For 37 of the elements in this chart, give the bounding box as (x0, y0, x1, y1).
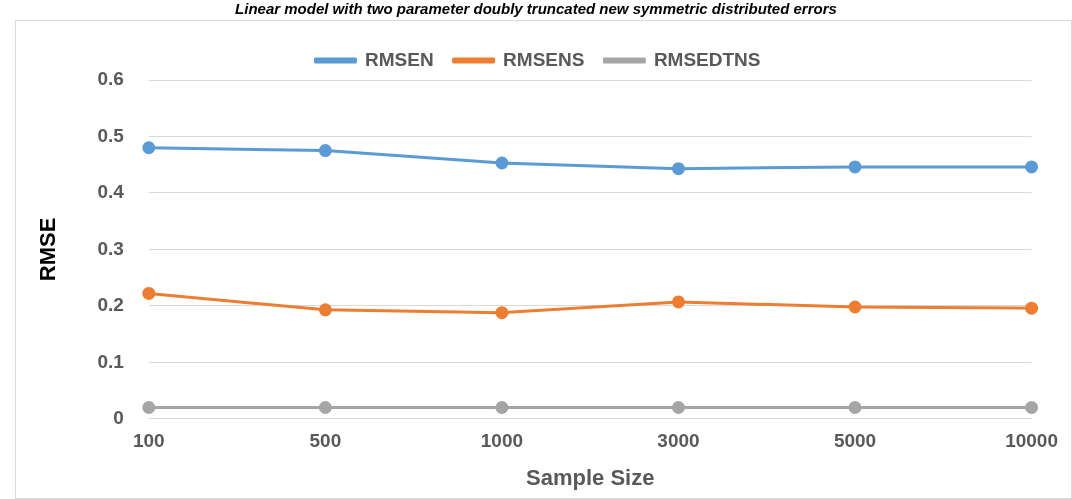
point (671, 162, 685, 176)
x-tick-label: 10000 (1005, 430, 1058, 452)
point (318, 144, 332, 158)
point (1025, 301, 1039, 315)
point (848, 300, 862, 314)
x-axis-title: Sample Size (526, 464, 655, 490)
x-tick-label: 5000 (833, 430, 877, 452)
legend-label: RMSEDTNS (653, 48, 761, 70)
point (142, 286, 156, 300)
point (495, 306, 509, 320)
y-tick-label: 0.6 (97, 68, 124, 90)
point (671, 295, 685, 309)
point (318, 303, 332, 317)
point (1025, 401, 1039, 415)
point (142, 141, 156, 155)
point (848, 160, 862, 174)
y-tick-label: 0.4 (97, 181, 125, 203)
point (318, 401, 332, 415)
y-tick-label: 0.3 (97, 237, 124, 259)
point (142, 401, 156, 415)
x-tick-label: 500 (309, 430, 342, 452)
point (671, 401, 685, 415)
y-tick-label: 0.1 (97, 350, 125, 372)
x-tick-label: 3000 (657, 430, 700, 452)
point (495, 401, 509, 415)
x-tick-label: 100 (132, 430, 165, 452)
y-tick-label: 0 (113, 407, 124, 429)
y-axis-title: RMSE (35, 217, 61, 282)
point (1025, 160, 1039, 174)
y-tick-label: 0.2 (97, 294, 124, 316)
x-tick-label: 1000 (480, 430, 524, 452)
legend-label: RMSEN (364, 48, 434, 70)
chart-title: Linear model with two parameter doubly truncated new symmetric distributed errors (234, 0, 838, 17)
legend-label: RMSENS (503, 48, 585, 70)
point (848, 401, 862, 415)
point (495, 156, 509, 170)
y-tick-label: 0.5 (97, 124, 125, 146)
